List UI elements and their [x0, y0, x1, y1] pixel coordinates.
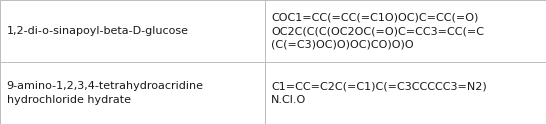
- Text: COC1=CC(=CC(=C1O)OC)C=CC(=O)
OC2C(C(C(OC2OC(=O)C=CC3=CC(=C
(C(=C3)OC)O)OC)CO)O)O: COC1=CC(=CC(=C1O)OC)C=CC(=O) OC2C(C(C(OC…: [271, 13, 484, 49]
- Text: 9-amino-1,2,3,4-tetrahydroacridine
hydrochloride hydrate: 9-amino-1,2,3,4-tetrahydroacridine hydro…: [7, 81, 204, 105]
- Text: 1,2-di-o-sinapoyl-beta-D-glucose: 1,2-di-o-sinapoyl-beta-D-glucose: [7, 26, 188, 36]
- Text: C1=CC=C2C(=C1)C(=C3CCCCC3=N2)
N.Cl.O: C1=CC=C2C(=C1)C(=C3CCCCC3=N2) N.Cl.O: [271, 81, 487, 105]
